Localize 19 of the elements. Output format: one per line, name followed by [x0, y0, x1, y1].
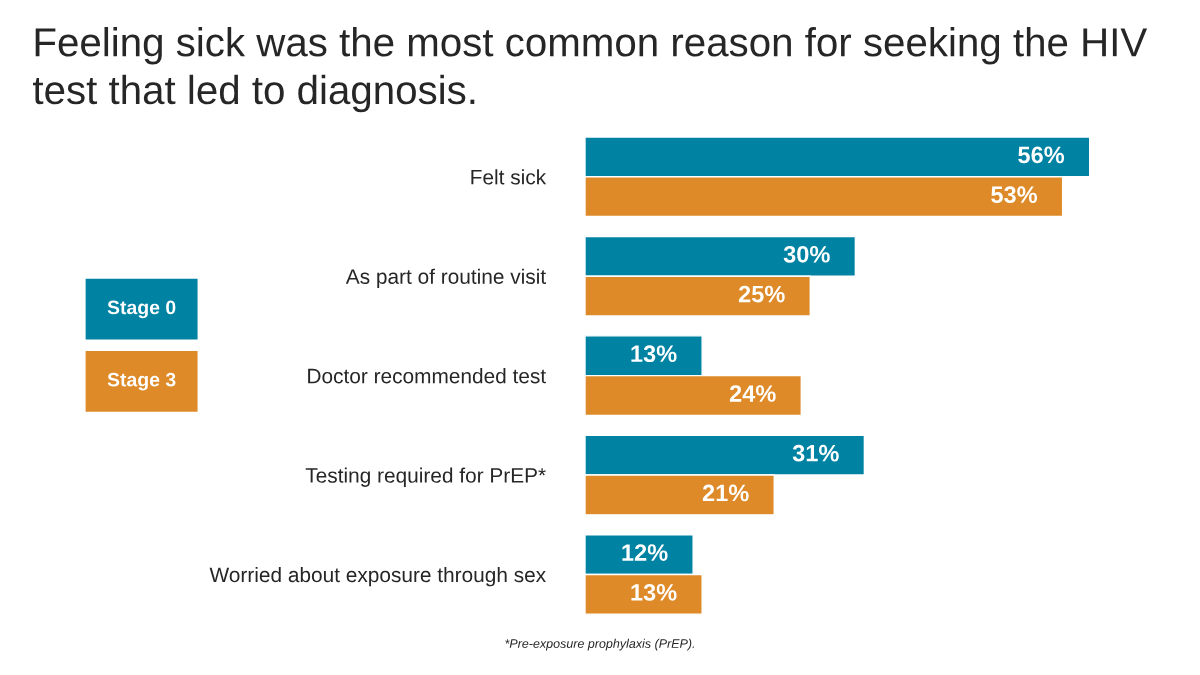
data-label: 56%	[1018, 146, 1065, 164]
y-tick-label: Worried about exposure through sex	[209, 566, 546, 587]
y-tick-label: Doctor recommended test	[308, 368, 546, 384]
data-label: 25%	[738, 285, 785, 303]
y-tick-label: As part of routine visit	[345, 268, 546, 289]
chart-title: Feeling sick was the most common reason for seeking the HIV test that led to diagnosis.	[33, 27, 1148, 113]
text: Stage 3	[107, 372, 176, 391]
data-label: 12%	[622, 544, 668, 561]
data-label: 24%	[729, 385, 776, 402]
text: *Pre-exposure prophylaxis (PrEP).	[505, 638, 694, 651]
data-label: 53%	[991, 186, 1038, 204]
text: Stage 0	[107, 300, 176, 319]
data-label: 21%	[702, 484, 749, 502]
data-label: 31%	[792, 444, 839, 462]
data-label: 30%	[783, 245, 830, 263]
data-label: 13%	[631, 583, 677, 601]
data-label: 13%	[631, 345, 677, 363]
y-tick-label: Testing required for PrEP*	[305, 467, 546, 487]
y-tick-label: Felt sick	[471, 169, 547, 185]
